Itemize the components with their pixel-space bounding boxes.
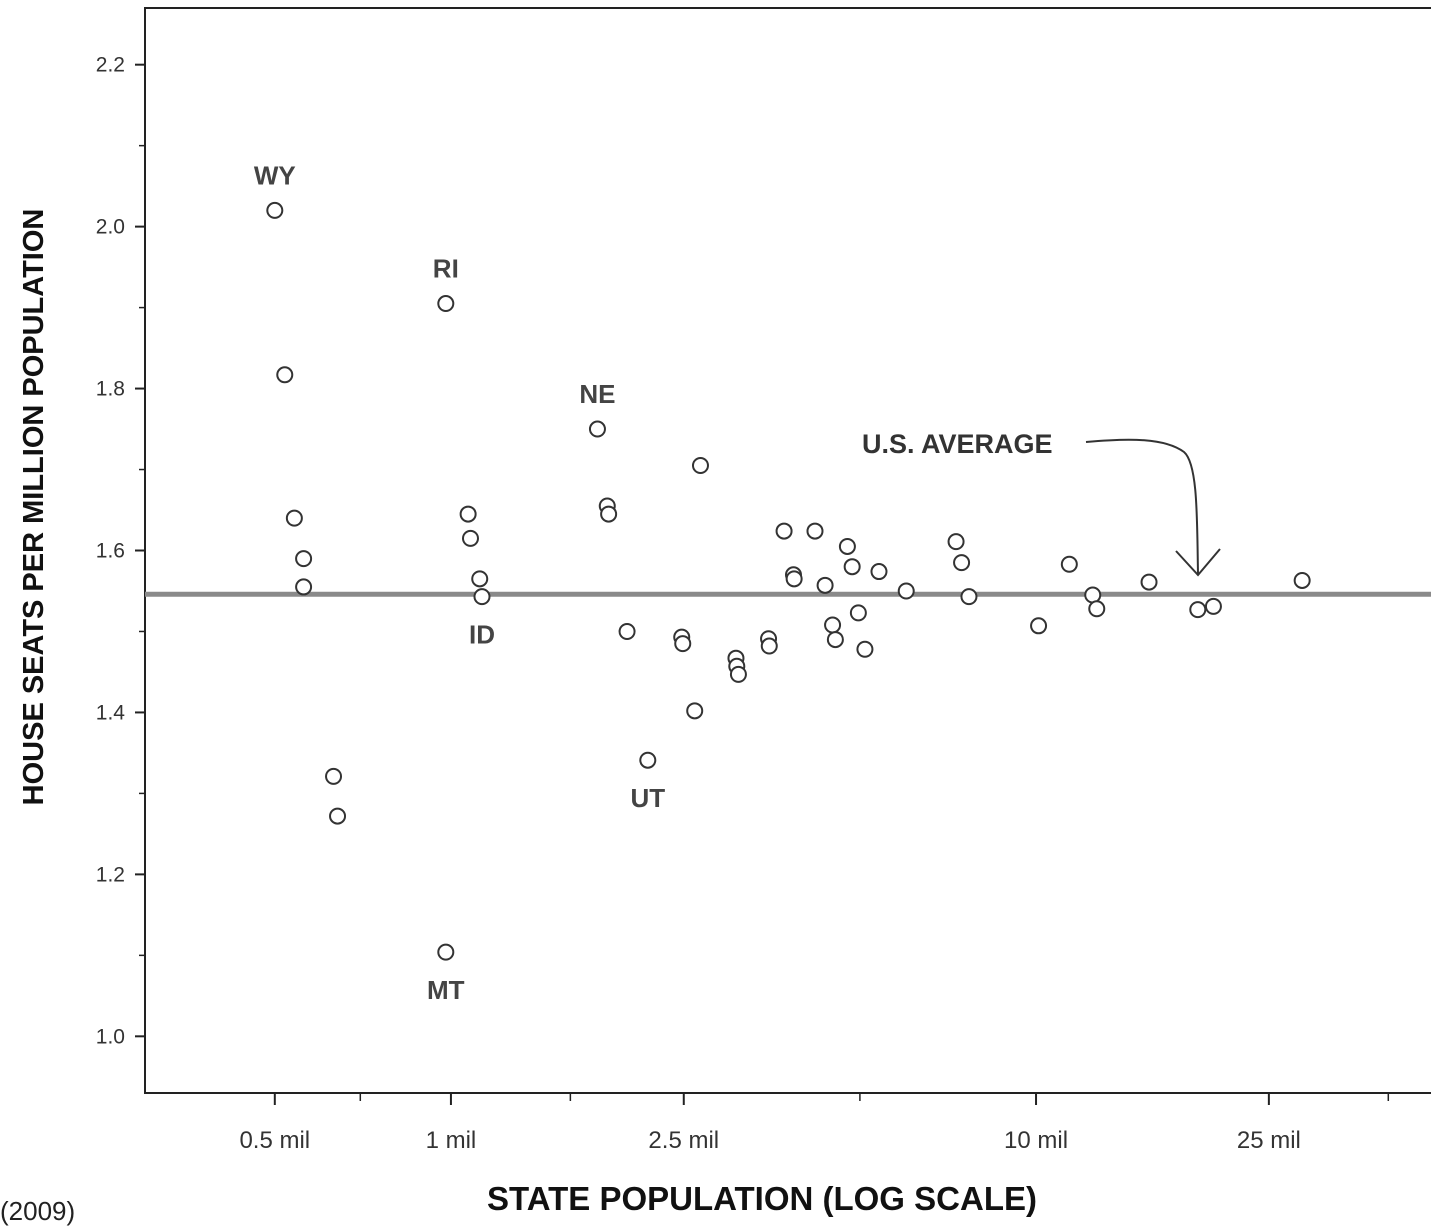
y-tick-label: 1.4 xyxy=(96,701,126,724)
data-point xyxy=(461,529,479,547)
data-point xyxy=(824,616,842,634)
x-tick-label: 1 mil xyxy=(426,1127,477,1154)
data-point xyxy=(266,201,284,219)
data-point xyxy=(849,604,867,622)
data-point xyxy=(953,554,971,572)
y-tick-label: 2.0 xyxy=(96,216,125,239)
data-point xyxy=(1140,573,1158,591)
data-point xyxy=(806,522,824,540)
x-tick-label: 10 mil xyxy=(1004,1127,1068,1154)
data-point xyxy=(775,522,793,540)
x-tick-label: 2.5 mil xyxy=(648,1127,719,1154)
y-tick-label: 1.0 xyxy=(96,1025,125,1048)
state-label: RI xyxy=(433,254,459,284)
y-tick-label: 2.2 xyxy=(96,54,125,77)
data-point xyxy=(471,570,489,588)
data-point xyxy=(459,505,477,523)
data-point xyxy=(1293,571,1311,589)
data-point xyxy=(870,563,888,581)
x-axis: 0.5 mil 1 mil 2.5 mil 10 mil 25 mil xyxy=(239,1093,1390,1154)
data-point xyxy=(618,622,636,640)
data-point xyxy=(785,570,803,588)
state-label: NE xyxy=(579,379,615,409)
data-point xyxy=(838,537,856,555)
data-point xyxy=(760,637,778,655)
state-label: WY xyxy=(254,160,296,190)
data-point xyxy=(856,640,874,658)
x-tick-label: 25 mil xyxy=(1237,1127,1301,1154)
us-average-arrow xyxy=(1085,438,1199,575)
x-tick-label: 0.5 mil xyxy=(239,1127,310,1154)
data-point xyxy=(816,576,834,594)
data-point xyxy=(639,751,657,769)
caption: (2009) xyxy=(0,1196,76,1226)
state-labels: WY MT RI ID NE UT xyxy=(254,160,665,1005)
data-point xyxy=(1088,600,1106,618)
y-axis-title: HOUSE SEATS PER MILLION POPULATION xyxy=(18,209,50,806)
data-point xyxy=(947,533,965,551)
data-point xyxy=(674,635,692,653)
data-point xyxy=(276,366,294,384)
data-point xyxy=(826,631,844,649)
us-average-label: U.S. AVERAGE xyxy=(862,429,1053,459)
data-point xyxy=(295,550,313,568)
y-tick-label: 1.6 xyxy=(96,540,125,563)
data-point xyxy=(960,588,978,606)
data-point xyxy=(588,420,606,438)
data-point xyxy=(691,456,709,474)
data-point xyxy=(1204,597,1222,615)
y-tick-label: 1.2 xyxy=(96,863,125,886)
data-point xyxy=(473,588,491,606)
data-point xyxy=(329,807,347,825)
data-point xyxy=(285,509,303,527)
data-point xyxy=(1030,617,1048,635)
state-label: ID xyxy=(469,620,495,650)
us-average-arrow-head xyxy=(1175,548,1221,577)
data-point xyxy=(600,505,618,523)
data-point xyxy=(325,767,343,785)
plot-frame xyxy=(144,7,1431,1094)
data-point xyxy=(686,702,704,720)
data-point xyxy=(897,582,915,600)
us-average-annotation: U.S. AVERAGE xyxy=(862,429,1221,577)
data-point xyxy=(295,578,313,596)
data-point xyxy=(1060,555,1078,573)
data-point xyxy=(1084,586,1102,604)
data-points xyxy=(266,201,1311,961)
data-point xyxy=(729,665,747,683)
state-label: MT xyxy=(427,975,465,1005)
x-axis-title: STATE POPULATION (LOG SCALE) xyxy=(487,1180,1037,1217)
data-point xyxy=(843,558,861,576)
y-tick-label: 1.8 xyxy=(96,378,125,401)
state-label: UT xyxy=(630,783,665,813)
data-point xyxy=(437,943,455,961)
y-axis: 1.0 1.2 1.4 1.6 1.8 2.0 2.2 xyxy=(96,54,145,1048)
data-point xyxy=(437,295,455,313)
data-point xyxy=(1189,601,1207,619)
